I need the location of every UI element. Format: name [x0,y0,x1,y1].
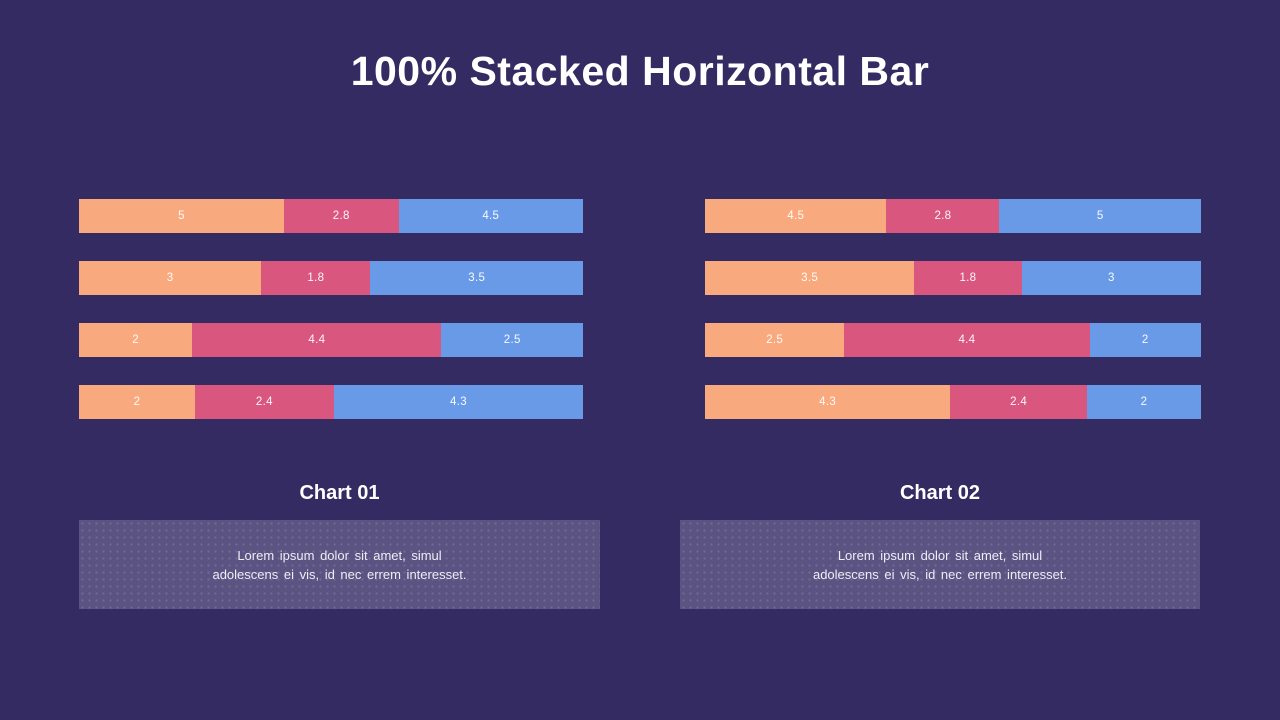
chart-01-description-box: Lorem ipsum dolor sit amet, simul adoles… [79,520,600,609]
description-line: adolescens ei vis, id nec errem interess… [212,566,467,582]
bar-row: 4.3 2.4 2 [705,385,1201,419]
bar-segment-pink: 2.8 [283,199,399,233]
bar-value-label: 2.8 [332,210,350,222]
bar-row: 5 2.8 4.5 [79,199,583,233]
bar-value-label: 4.5 [787,210,805,222]
bar-value-label: 4.3 [450,396,467,408]
bar-value-label: 2.8 [934,210,952,222]
bar-segment-pink: 1.8 [914,261,1022,295]
bar-segment-blue: 2 [1086,385,1201,419]
bar-value-label: 2 [132,334,139,346]
bar-value-label: 2 [133,396,141,408]
bar-segment-blue: 5 [999,199,1201,233]
bar-segment-blue: 2 [1089,323,1201,357]
bar-segment-blue: 3.5 [370,261,583,295]
bar-segment-orange: 2.5 [705,323,845,357]
bar-value-label: 3 [166,272,174,284]
bar-segment-pink: 2.8 [886,199,1000,233]
description-line: adolescens ei vis, id nec errem interess… [812,566,1068,582]
bar-segment-blue: 4.3 [333,385,583,419]
bar-segment-pink: 2.4 [950,385,1087,419]
bar-value-label: 3.5 [468,272,486,284]
bar-row: 4.5 2.8 5 [705,199,1201,233]
bar-segment-blue: 2.5 [441,323,584,357]
bar-segment-orange: 2 [79,385,195,419]
bar-row: 3.5 1.8 3 [705,261,1201,295]
chart-02-description-box: Lorem ipsum dolor sit amet, simul adoles… [680,520,1200,609]
bar-row: 2 4.4 2.5 [79,323,584,357]
bar-segment-orange: 5 [79,199,284,233]
bar-value-label: 2.4 [1010,396,1028,408]
bar-value-label: 4.4 [958,334,976,346]
bar-value-label: 4.5 [482,210,500,222]
bar-value-label: 4.4 [308,334,326,346]
bar-row: 3 1.8 3.5 [79,261,583,295]
bar-segment-pink: 4.4 [192,323,442,357]
description-line: Lorem ipsum dolor sit amet, simul [837,547,1043,563]
bar-segment-blue: 3 [1021,261,1201,295]
chart-02-bars: 4.5 2.8 5 3.5 1.8 3 2.5 4.4 2 4.3 2.4 2 [705,199,1201,419]
bar-value-label: 3.5 [801,272,819,284]
bar-segment-orange: 4.3 [705,385,951,419]
bar-value-label: 1.8 [959,272,977,284]
page-title: 100% Stacked Horizontal Bar [350,48,930,94]
bar-segment-orange: 4.5 [705,199,887,233]
bar-value-label: 2 [1140,396,1148,408]
chart-01-title: Chart 01 [299,482,380,504]
chart-02-title: Chart 02 [899,482,981,504]
bar-segment-pink: 4.4 [844,323,1090,357]
bar-value-label: 3 [1108,272,1115,284]
bar-segment-orange: 3.5 [705,261,915,295]
chart-01-bars: 5 2.8 4.5 3 1.8 3.5 2 4.4 2.5 2 2.4 4.3 [79,199,584,419]
bar-value-label: 2.4 [255,396,273,408]
bar-value-label: 4.3 [819,396,837,408]
bar-segment-orange: 2 [79,323,193,357]
bar-value-label: 2.5 [766,334,784,346]
bar-value-label: 5 [1096,210,1104,222]
bar-segment-pink: 2.4 [194,385,334,419]
bar-segment-pink: 1.8 [261,261,371,295]
bar-segment-blue: 4.5 [398,199,583,233]
bar-row: 2.5 4.4 2 [705,323,1201,357]
bar-row: 2 2.4 4.3 [79,385,583,419]
bar-segment-orange: 3 [79,261,262,295]
bar-value-label: 2 [1141,334,1149,346]
bar-value-label: 2.5 [503,334,521,346]
bar-value-label: 5 [178,210,185,222]
bar-value-label: 1.8 [307,272,325,284]
description-line: Lorem ipsum dolor sit amet, simul [237,547,442,563]
